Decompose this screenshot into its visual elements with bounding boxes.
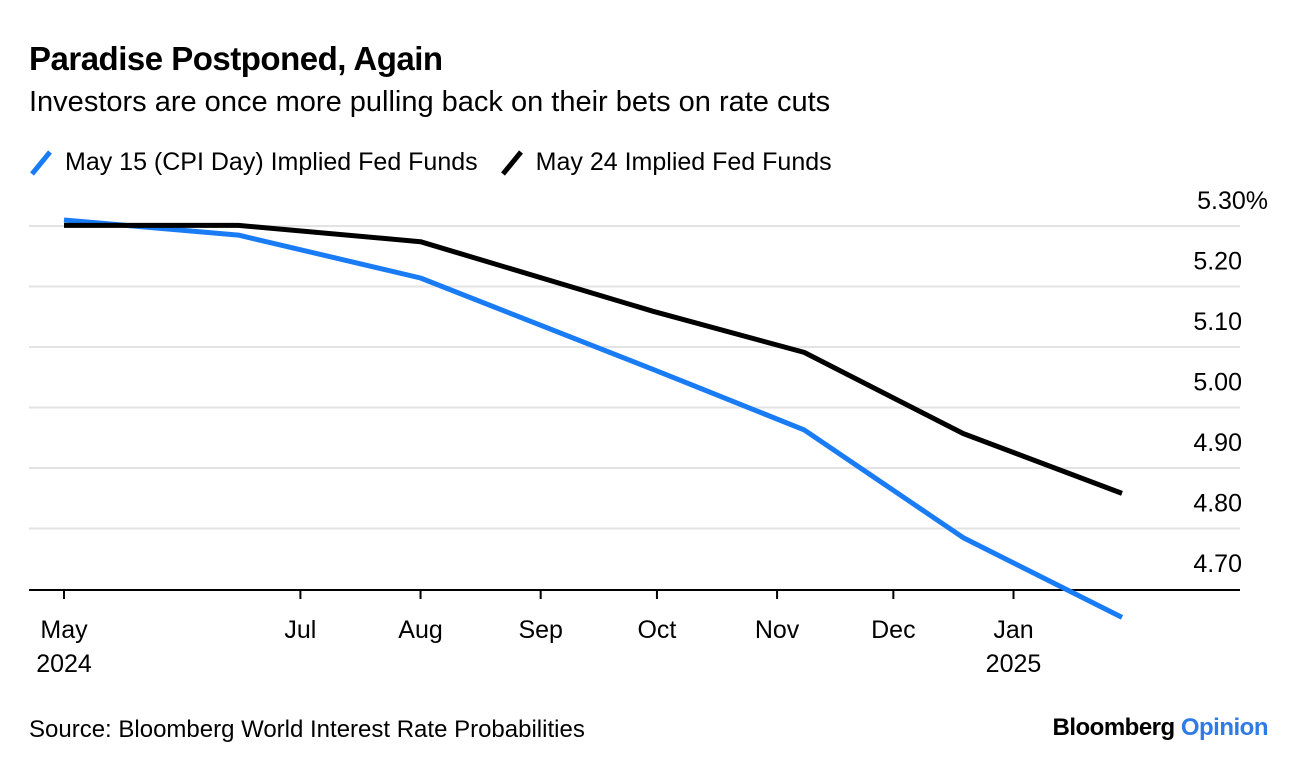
x-tick-label: Oct	[637, 616, 676, 644]
x-tick-label: Jul	[284, 616, 316, 644]
y-tick-label: 4.90	[1193, 429, 1242, 457]
legend-item-series-2: May 24 Implied Fed Funds	[500, 148, 832, 177]
legend-swatch-series-1	[30, 149, 52, 176]
x-tick-year-label: 2025	[986, 650, 1042, 678]
x-tick-label: Dec	[871, 616, 915, 644]
y-tick-label: 5.00	[1193, 369, 1242, 397]
x-tick-label: Sep	[518, 616, 562, 644]
y-tick-label: 5.20	[1193, 248, 1242, 276]
series-line-2	[64, 222, 1123, 496]
x-tick-year-label: 2024	[36, 650, 92, 678]
legend-label-series-1: May 15 (CPI Day) Implied Fed Funds	[65, 148, 478, 176]
y-tick-label: 4.80	[1193, 490, 1242, 518]
brand-logo: Bloomberg Opinion	[1053, 714, 1269, 742]
y-tick-label: 4.70	[1193, 550, 1242, 578]
source-note: Source: Bloomberg World Interest Rate Pr…	[29, 716, 585, 743]
series-line-1	[63, 217, 1124, 620]
brand-accent: Opinion	[1180, 714, 1269, 741]
legend-swatch-series-2	[500, 149, 523, 176]
chart-title: Paradise Postponed, Again	[29, 40, 443, 77]
x-tick-label: Aug	[398, 616, 442, 644]
x-tick-label: Nov	[755, 616, 800, 644]
brand-main: Bloomberg	[1052, 714, 1176, 741]
legend: May 15 (CPI Day) Implied Fed Funds May 2…	[29, 148, 854, 177]
y-tick-label: 5.10	[1193, 308, 1242, 336]
legend-label-series-2: May 24 Implied Fed Funds	[535, 148, 832, 176]
y-tick-label: 5.30%	[1197, 187, 1268, 215]
legend-item-series-1: May 15 (CPI Day) Implied Fed Funds	[29, 148, 478, 177]
x-tick-label: Jan	[993, 616, 1033, 644]
chart-subtitle: Investors are once more pulling back on …	[29, 86, 831, 118]
x-tick-label: May	[40, 616, 88, 644]
